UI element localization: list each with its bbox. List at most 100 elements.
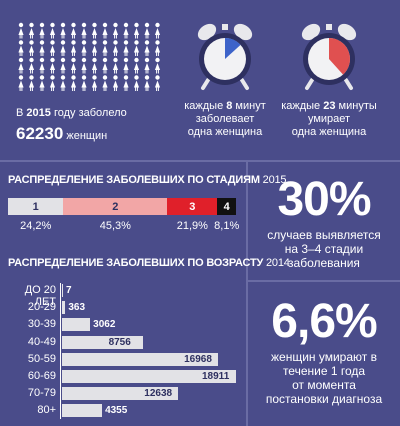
stage-percent-label: 24,2% [20, 220, 52, 232]
woman-figure-icon [39, 40, 45, 56]
woman-figure-icon [60, 22, 66, 39]
stage-percent-label: 8,1% [214, 220, 240, 232]
woman-figure-icon [154, 22, 161, 39]
clock-bell-right [233, 23, 253, 41]
age-category-label: 30-39 [27, 318, 56, 331]
age-bar [62, 404, 103, 418]
alarm-clock-icon [301, 23, 357, 90]
woman-figure-icon [81, 22, 87, 39]
age-value-label: 7 [66, 285, 72, 296]
age-bar [62, 284, 63, 297]
woman-figure-icon [154, 75, 161, 91]
woman-figure-icon [133, 22, 140, 39]
woman-figure-icon [60, 40, 66, 56]
woman-figure-icon [123, 40, 129, 56]
woman-figure-icon [112, 57, 119, 74]
woman-figure-icon [133, 40, 140, 56]
age-value-label: 4355 [105, 405, 128, 417]
age-bar [62, 352, 219, 366]
woman-figure-icon [91, 22, 98, 39]
women-figures-icon-grid [18, 22, 161, 91]
stage-bar-segment: 1 [8, 198, 64, 215]
age-value-label: 16968 [184, 353, 212, 365]
woman-figure-icon [18, 40, 24, 56]
age-value-label: 3062 [93, 319, 116, 331]
woman-figure-icon [112, 22, 119, 39]
woman-figure-icon [28, 75, 35, 91]
woman-figure-icon [144, 22, 150, 39]
woman-figure-icon [49, 57, 56, 74]
woman-figure-icon [112, 40, 119, 56]
clock-elapsed-wedge [225, 38, 241, 59]
stage-percent-labels: 24,2% 45,3% 21,9% 8,1% [8, 220, 244, 234]
woman-figure-icon [28, 40, 35, 56]
age-chart-axis [60, 283, 61, 419]
age-category-label: 80+ [37, 404, 56, 417]
woman-figure-icon [123, 57, 129, 74]
woman-figure-icon [70, 57, 77, 74]
age-category-label: 50-59 [27, 352, 56, 365]
age-category-label: 20-29 [27, 301, 56, 314]
woman-figure-icon [144, 57, 150, 74]
woman-figure-icon [91, 40, 98, 56]
vertical-divider [246, 160, 248, 426]
women-caption-line2: 62230 женщин [16, 124, 108, 143]
woman-figure-icon [133, 75, 140, 91]
stage-bar-segment: 3 [167, 198, 218, 215]
woman-figure-icon [60, 57, 66, 74]
woman-figure-icon [81, 57, 87, 74]
women-caption-line1: В 2015 году заболело [16, 107, 127, 119]
right-mid-divider [248, 280, 400, 282]
stage-percent-label: 21,9% [176, 220, 208, 232]
clock-left-caption: каждые 8 минут заболевает одна женщина [184, 100, 266, 138]
age-value-label: 8756 [108, 336, 131, 348]
stat-30-caption: случаев выявляется на 3–4 стадии заболев… [267, 228, 381, 270]
woman-figure-icon [81, 40, 87, 56]
clock-bell-right [337, 23, 357, 41]
woman-figure-icon [102, 57, 108, 74]
age-value-label: 363 [68, 302, 86, 314]
age-bar [62, 370, 236, 383]
woman-figure-icon [91, 57, 98, 74]
age-category-label: ДО 20 ЛЕТ [24, 284, 56, 308]
age-bar [62, 318, 91, 332]
woman-figure-icon [133, 57, 140, 74]
woman-figure-icon [49, 22, 56, 39]
woman-figure-icon [154, 57, 161, 74]
stages-chart-title: РАСПРЕДЕЛЕНИЕ ЗАБОЛЕВШИХ ПО СТАДИЯМ 2015 [8, 174, 287, 186]
top-divider [0, 160, 400, 162]
clock-bell-left [197, 23, 217, 41]
age-category-label: 60-69 [27, 370, 56, 382]
woman-figure-icon [49, 40, 56, 56]
stage-percent-label: 45,3% [99, 220, 131, 232]
woman-figure-icon [39, 57, 45, 74]
stat-6-6-caption: женщин умирают в течение 1 года от момен… [265, 350, 383, 406]
woman-figure-icon [144, 75, 150, 91]
age-category-label: 70-79 [27, 387, 56, 400]
stat-6-6-percent: 6,6% [271, 295, 377, 348]
stage-bar-segment: 4 [217, 198, 236, 215]
woman-figure-icon [28, 22, 35, 39]
clock-elapsed-wedge [329, 38, 350, 75]
woman-figure-icon [18, 22, 24, 39]
stat-30-percent: 30% [277, 173, 371, 226]
alarm-clock-icon [197, 23, 253, 90]
clock-bell-left [301, 23, 321, 41]
woman-figure-icon [70, 22, 77, 39]
stage-bar-segment: 2 [63, 198, 168, 215]
woman-figure-icon [102, 40, 108, 56]
woman-figure-icon [144, 40, 150, 56]
woman-figure-icon [18, 75, 24, 91]
woman-figure-icon [28, 57, 35, 74]
age-bar [62, 301, 66, 315]
woman-figure-icon [123, 75, 129, 91]
woman-figure-icon [70, 75, 77, 91]
clock-right-caption: каждые 23 минуты умирает одна женщина [281, 100, 377, 138]
woman-figure-icon [123, 22, 129, 39]
age-bar [62, 335, 143, 349]
age-category-label: 40-49 [27, 335, 56, 348]
age-value-label: 18911 [202, 371, 230, 382]
woman-figure-icon [81, 75, 87, 91]
woman-figure-icon [102, 75, 108, 91]
